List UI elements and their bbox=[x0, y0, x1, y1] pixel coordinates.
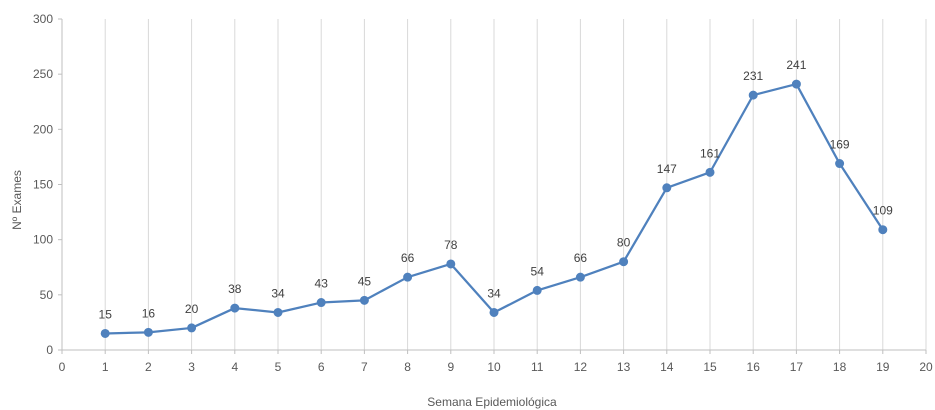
y-axis-title: Nº Exames bbox=[10, 170, 24, 230]
data-point bbox=[532, 285, 542, 295]
data-label: 78 bbox=[444, 238, 458, 252]
data-point bbox=[878, 225, 888, 235]
data-point bbox=[748, 90, 758, 100]
x-tick-label: 1 bbox=[102, 360, 109, 374]
y-tick-label: 100 bbox=[33, 233, 53, 247]
x-tick-label: 11 bbox=[531, 360, 544, 374]
data-label: 66 bbox=[401, 251, 415, 265]
data-label: 34 bbox=[271, 286, 285, 300]
y-tick-label: 50 bbox=[40, 288, 54, 302]
data-label: 45 bbox=[358, 274, 372, 288]
x-tick-label: 17 bbox=[790, 360, 804, 374]
data-label: 161 bbox=[700, 146, 720, 160]
data-point bbox=[187, 323, 197, 333]
data-point bbox=[619, 257, 629, 267]
axes bbox=[58, 18, 927, 354]
data-label: 20 bbox=[185, 302, 199, 316]
x-tick-label: 2 bbox=[145, 360, 152, 374]
data-label: 34 bbox=[487, 286, 501, 300]
data-label: 43 bbox=[315, 277, 329, 291]
data-point bbox=[446, 259, 456, 269]
x-tick-label: 4 bbox=[231, 360, 238, 374]
x-tick-label: 3 bbox=[188, 360, 195, 374]
data-point bbox=[316, 298, 326, 308]
data-label: 169 bbox=[830, 138, 850, 152]
x-tick-label: 7 bbox=[361, 360, 368, 374]
x-tick-label: 0 bbox=[59, 360, 66, 374]
x-tick-label: 10 bbox=[487, 360, 501, 374]
x-tick-label: 5 bbox=[275, 360, 282, 374]
data-label: 16 bbox=[142, 306, 156, 320]
series-group bbox=[100, 79, 888, 338]
data-point bbox=[489, 307, 499, 317]
x-axis-title: Semana Epidemiológica bbox=[427, 395, 557, 409]
x-tick-label: 12 bbox=[574, 360, 588, 374]
data-label: 109 bbox=[873, 204, 893, 218]
y-tick-label: 150 bbox=[33, 178, 53, 192]
y-tick-label: 250 bbox=[33, 67, 53, 81]
data-point bbox=[575, 272, 585, 282]
data-label: 66 bbox=[574, 251, 588, 265]
x-tick-labels: 0 1 2 3 4 5 6 7 8 9 10 11 12 13 14 15 16 17 18 19 20 bbox=[59, 360, 933, 374]
x-tick-label: 18 bbox=[833, 360, 847, 374]
data-point bbox=[359, 295, 369, 305]
x-tick-label: 16 bbox=[747, 360, 761, 374]
data-point bbox=[230, 303, 240, 313]
data-point bbox=[662, 183, 672, 193]
x-tick-label: 20 bbox=[919, 360, 933, 374]
data-label: 241 bbox=[786, 58, 806, 72]
data-point bbox=[835, 159, 845, 169]
data-label: 54 bbox=[531, 264, 545, 278]
data-label: 80 bbox=[617, 236, 631, 250]
y-tick-labels: 0 50 100 150 200 250 300 bbox=[33, 12, 53, 357]
x-tick-label: 13 bbox=[617, 360, 631, 374]
data-labels: 15 16 20 38 34 43 45 66 78 34 54 66 80 147 161 231 241 16… bbox=[99, 58, 894, 321]
data-point bbox=[100, 328, 110, 338]
data-label: 15 bbox=[99, 307, 113, 321]
x-tick-label: 6 bbox=[318, 360, 325, 374]
data-point bbox=[791, 79, 801, 89]
x-tick-label: 14 bbox=[660, 360, 674, 374]
data-label: 38 bbox=[228, 282, 242, 296]
x-tick-label: 9 bbox=[447, 360, 454, 374]
data-point bbox=[273, 307, 283, 317]
data-point bbox=[705, 167, 715, 177]
data-point bbox=[403, 272, 413, 282]
data-point bbox=[143, 327, 153, 337]
x-tick-label: 8 bbox=[404, 360, 411, 374]
x-tick-label: 15 bbox=[703, 360, 717, 374]
x-tick-label: 19 bbox=[876, 360, 890, 374]
data-label: 231 bbox=[743, 69, 763, 83]
y-tick-label: 200 bbox=[33, 122, 53, 136]
y-tick-label: 300 bbox=[33, 12, 53, 26]
data-label: 147 bbox=[657, 162, 677, 176]
y-tick-label: 0 bbox=[46, 343, 53, 357]
